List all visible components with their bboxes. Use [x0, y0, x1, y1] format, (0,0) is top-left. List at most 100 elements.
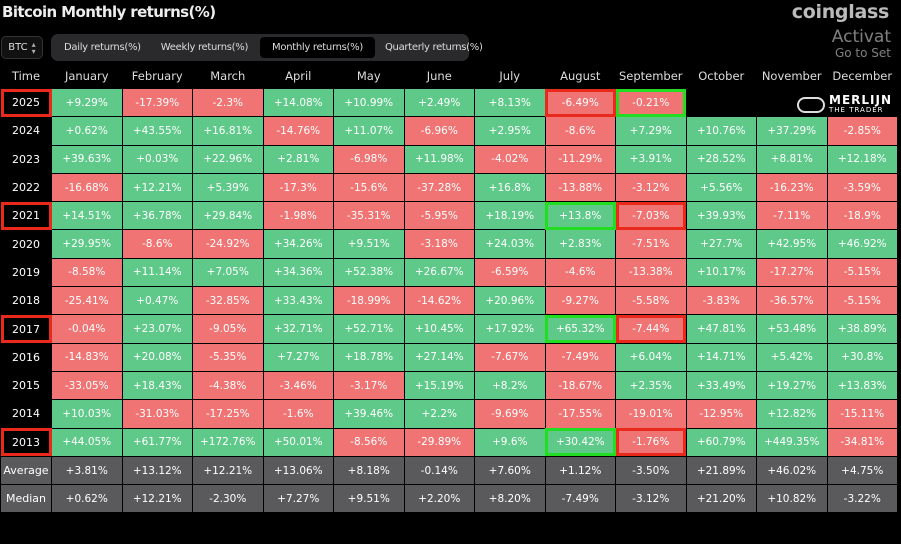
return-cell: +5.42%: [756, 342, 828, 372]
tab-quarterly-returns[interactable]: Quarterly returns(%): [384, 42, 483, 53]
return-cell: -17.55%: [544, 399, 616, 429]
return-cell: +0.47%: [121, 286, 193, 316]
return-cell: +21.20%: [685, 484, 757, 514]
return-cell: +12.21%: [121, 484, 193, 514]
return-cell: +9.29%: [51, 87, 123, 118]
asset-select[interactable]: BTC ▴ ▾: [1, 36, 43, 59]
return-cell: +39.63%: [51, 144, 123, 174]
column-header-july: July: [499, 68, 521, 83]
return-cell: +43.55%: [121, 116, 193, 146]
return-cell: -12.95%: [685, 399, 757, 429]
return-cell: +53.48%: [756, 314, 828, 344]
return-cell: -18.9%: [826, 201, 898, 231]
column-header-april: April: [285, 68, 312, 83]
table-row: 2025 +9.29% -17.39% -2.3% +14.08% +10.99% +2.4…: [0, 87, 898, 118]
merlijn-name: MERLIJN: [829, 93, 892, 107]
return-cell: -2.30%: [192, 484, 264, 514]
return-cell: -3.22%: [826, 484, 898, 514]
year-cell: 2016: [0, 342, 52, 372]
return-cell: -7.03%: [615, 201, 687, 231]
return-cell: +33.43%: [262, 286, 334, 316]
table-header-row: Time January February March April May June July…: [1, 63, 898, 89]
return-cell: -6.96%: [403, 116, 475, 146]
table-row: 2023 +39.63% +0.03% +22.96% +2.81% -6.98% +11.…: [0, 144, 898, 174]
return-cell: -37.28%: [403, 172, 475, 203]
return-cell: -2.85%: [826, 116, 898, 146]
return-cell: +13.12%: [121, 455, 193, 486]
return-cell: +30.8%: [826, 342, 898, 372]
tab-weekly-returns[interactable]: Weekly returns(%): [160, 42, 249, 53]
return-cell: -36.57%: [756, 286, 828, 316]
activate-windows-line2: Go to Set: [834, 46, 891, 60]
return-cell: +10.99%: [333, 87, 405, 118]
row-label-average: Average: [0, 455, 52, 486]
return-cell: -16.23%: [756, 172, 828, 203]
return-cell: +8.2%: [474, 370, 546, 401]
returns-tabs: Daily returns(%) Weekly returns(%) Month…: [51, 34, 483, 61]
return-cell: -34.81%: [826, 427, 898, 457]
column-header-december: December: [832, 68, 893, 83]
year-cell: 2021: [0, 201, 52, 231]
return-cell: +4.75%: [826, 455, 898, 486]
return-cell: +172.76%: [192, 427, 264, 457]
return-cell: +23.07%: [121, 314, 193, 344]
return-cell: +34.36%: [262, 257, 334, 288]
return-cell: -3.12%: [615, 172, 687, 203]
return-cell: -17.27%: [756, 257, 828, 288]
return-cell: -31.03%: [121, 399, 193, 429]
return-cell: -7.49%: [544, 342, 616, 372]
return-cell: +2.83%: [544, 229, 616, 259]
return-cell: +52.71%: [333, 314, 405, 344]
return-cell: -29.89%: [403, 427, 475, 457]
return-cell: -14.83%: [51, 342, 123, 372]
column-header-march: March: [210, 68, 246, 83]
return-cell: +39.93%: [685, 201, 757, 231]
return-cell: -17.3%: [262, 172, 334, 203]
empty-cell: [826, 87, 898, 118]
table-row: 2021 +14.51% +36.78% +29.84% -1.98% -35.31% -5…: [0, 201, 898, 231]
return-cell: -7.44%: [615, 314, 687, 344]
return-cell: +14.08%: [262, 87, 334, 118]
return-cell: -33.05%: [51, 370, 123, 401]
return-cell: +10.82%: [756, 484, 828, 514]
return-cell: +38.89%: [826, 314, 898, 344]
return-cell: +0.62%: [51, 116, 123, 146]
return-cell: +19.27%: [756, 370, 828, 401]
return-cell: -3.83%: [685, 286, 757, 316]
tab-monthly-returns[interactable]: Monthly returns(%): [260, 37, 375, 58]
year-cell: 2023: [0, 144, 52, 174]
return-cell: +17.92%: [474, 314, 546, 344]
return-cell: -9.05%: [192, 314, 264, 344]
return-cell: -18.67%: [544, 370, 616, 401]
table-row: 2022 -16.68% +12.21% +5.39% -17.3% -15.6% -37.…: [0, 172, 898, 203]
return-cell: +46.92%: [826, 229, 898, 259]
coinglass-logo: coinglass: [791, 1, 890, 23]
table-row: Median +0.62% +12.21% -2.30% +7.27% +9.51% +2.…: [0, 484, 898, 514]
return-cell: +7.05%: [192, 257, 264, 288]
return-cell: +3.91%: [615, 144, 687, 174]
return-cell: +42.95%: [756, 229, 828, 259]
return-cell: +34.26%: [262, 229, 334, 259]
return-cell: +14.51%: [51, 201, 123, 231]
column-header-september: September: [618, 68, 683, 83]
return-cell: +8.20%: [474, 484, 546, 514]
return-cell: +44.05%: [51, 427, 123, 457]
return-cell: +18.19%: [474, 201, 546, 231]
return-cell: +11.14%: [121, 257, 193, 288]
return-cell: -6.98%: [333, 144, 405, 174]
return-cell: +13.06%: [262, 455, 334, 486]
return-cell: +9.6%: [474, 427, 546, 457]
return-cell: +7.27%: [262, 342, 334, 372]
return-cell: +24.03%: [474, 229, 546, 259]
tab-daily-returns[interactable]: Daily returns(%): [64, 42, 141, 53]
return-cell: -14.62%: [403, 286, 475, 316]
return-cell: +2.35%: [615, 370, 687, 401]
return-cell: +14.71%: [685, 342, 757, 372]
merlijn-watermark: MERLIJN THE TRADER: [797, 93, 892, 114]
return-cell: +8.13%: [474, 87, 546, 118]
return-cell: +18.78%: [333, 342, 405, 372]
table-row: 2016 -14.83% +20.08% -5.35% +7.27% +18.78% +27…: [0, 342, 898, 372]
year-cell: 2024: [0, 116, 52, 146]
return-cell: -0.04%: [51, 314, 123, 344]
year-cell: 2013: [0, 427, 52, 457]
